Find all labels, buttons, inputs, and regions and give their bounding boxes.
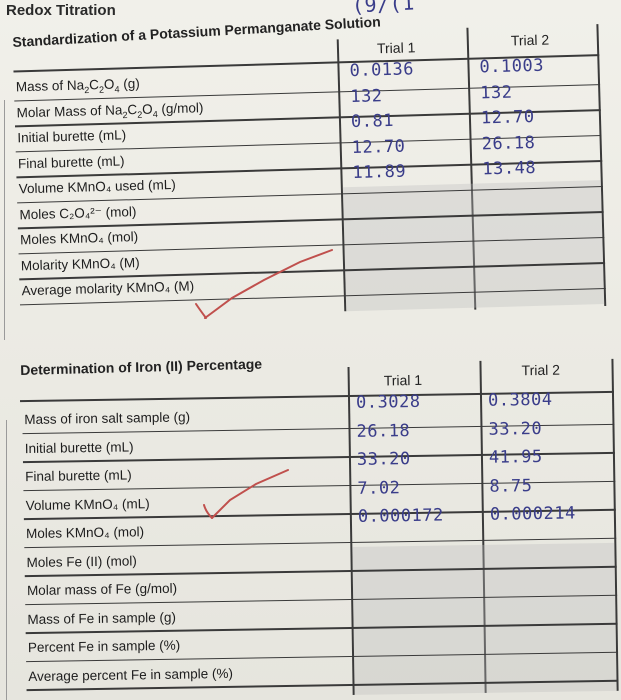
page-title: Redox Titration [6, 2, 116, 19]
iron-trial1-value: 7.02 [357, 477, 401, 499]
iron-row-label: Average percent Fe in sample (%) [28, 665, 234, 684]
iron-row-label: Percent Fe in sample (%) [27, 637, 181, 656]
iron-row-label: Moles KMnO₄ (mol) [25, 524, 145, 542]
iron-trial2-value: 8.75 [489, 475, 533, 497]
iron-col-trial2: Trial 2 [521, 361, 561, 379]
iron-row-label: Moles Fe (II) (mol) [26, 552, 137, 570]
iron-trial2-value: 41.95 [488, 446, 543, 468]
iron-trial2-value: 33.20 [488, 418, 543, 440]
iron-col-trial1: Trial 1 [383, 371, 423, 389]
iron-trial1-value: 0.3028 [355, 391, 421, 413]
iron-row-label: Mass of iron salt sample (g) [24, 409, 191, 428]
iron-trial2-value: 0.3804 [487, 389, 553, 411]
iron-row-label: Molar mass of Fe (g/mol) [26, 580, 178, 599]
iron-row-label: Volume KMnO₄ (mL) [25, 495, 150, 513]
iron-row-label: Initial burette (mL) [24, 438, 134, 456]
iron-trial1-value: 0.000172 [357, 505, 444, 527]
iron-trial1-value: 26.18 [356, 420, 411, 442]
iron-row-label: Mass of Fe in sample (g) [27, 609, 177, 627]
iron-row-label: Final burette (mL) [25, 467, 132, 485]
iron-trial2-value: 0.000214 [489, 503, 576, 525]
iron-trial1-value: 33.20 [356, 449, 411, 470]
